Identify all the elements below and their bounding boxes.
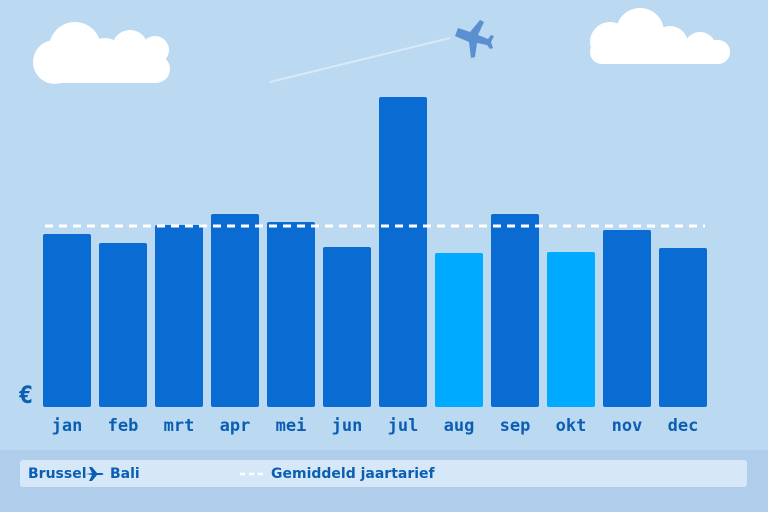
- bar: [435, 253, 483, 407]
- x-tick-label: jul: [388, 416, 419, 436]
- cloud: [590, 8, 730, 64]
- plane-icon: [455, 20, 494, 58]
- x-tick-label: dec: [668, 416, 699, 436]
- x-tick-label: sep: [500, 416, 531, 436]
- x-tick-label: aug: [444, 416, 475, 436]
- cloud: [33, 22, 170, 84]
- contrail: [269, 37, 451, 83]
- legend-to: Bali: [110, 466, 140, 482]
- legend-average-label: Gemiddeld jaartarief: [271, 466, 436, 482]
- x-tick-label: okt: [556, 416, 587, 436]
- legend-box: [20, 460, 747, 487]
- bar: [99, 243, 147, 407]
- x-tick-label: mei: [276, 416, 307, 436]
- x-tick-label: jun: [332, 416, 363, 436]
- route-plane-icon: [86, 467, 104, 481]
- bar: [491, 214, 539, 407]
- x-tick-label: feb: [108, 416, 139, 436]
- x-tick-label: jan: [52, 416, 83, 436]
- bar: [43, 234, 91, 407]
- x-tick-label: nov: [612, 416, 643, 436]
- bar: [659, 248, 707, 407]
- x-tick-label: apr: [220, 416, 251, 436]
- bar: [323, 247, 371, 407]
- y-axis-label: €: [19, 381, 33, 409]
- legend-from: Brussel: [28, 466, 87, 482]
- bar: [379, 97, 427, 407]
- bar: [211, 214, 259, 407]
- bar: [547, 252, 595, 407]
- bar: [603, 230, 651, 407]
- bar: [267, 222, 315, 407]
- bar: [155, 225, 203, 407]
- x-tick-label: mrt: [164, 416, 195, 436]
